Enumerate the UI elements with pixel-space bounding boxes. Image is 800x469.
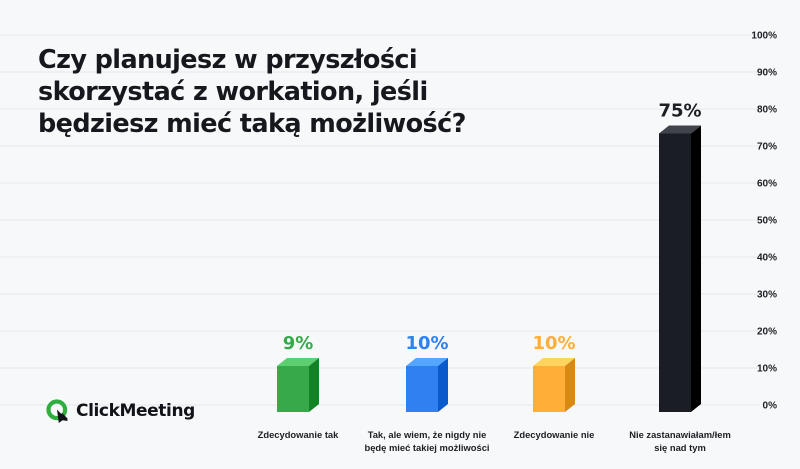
y-tick-label: 90% [757, 68, 777, 79]
bar-4 [659, 125, 701, 412]
bar-top-face [659, 125, 701, 134]
chart-title-line-1: Czy planujesz w przyszłości [38, 45, 418, 75]
bar-top-face [277, 358, 319, 366]
y-tick-label: 100% [751, 31, 777, 42]
y-tick-label: 60% [757, 179, 777, 190]
bar-top-face [533, 358, 575, 366]
clickmeeting-logo: ClickMeeting [46, 398, 195, 424]
y-tick-label: 20% [757, 327, 777, 338]
value-label-4: 75% [658, 101, 701, 122]
value-label-1: 9% [283, 333, 314, 354]
bar-side-face [309, 358, 319, 412]
y-tick-label: 10% [757, 364, 777, 375]
chart-title: Czy planujesz w przyszłości skorzystać z… [38, 44, 558, 140]
clickmeeting-logo-icon [46, 399, 68, 423]
y-tick-label: 80% [757, 105, 777, 116]
bar-front-face [277, 366, 309, 412]
value-label-3: 10% [532, 333, 575, 354]
clickmeeting-logo-text: ClickMeeting [76, 401, 195, 421]
category-labels: Zdecydowanie tak Tak, ale wiem, że nigdy … [258, 429, 731, 453]
category-label-2: będę mieć takiej możliwości [364, 442, 489, 453]
bar-side-face [438, 358, 448, 412]
bar-side-face [691, 125, 701, 412]
category-label-4: się nad tym [654, 442, 706, 453]
value-label-2: 10% [405, 333, 448, 354]
bar-3 [533, 358, 575, 412]
bar-top-face [406, 358, 448, 366]
bar-front-face [533, 366, 565, 412]
bar-1 [277, 358, 319, 412]
category-label-4: Nie zastanawiałam/łem [629, 429, 731, 440]
y-tick-label: 70% [757, 142, 777, 153]
value-labels: 9% 10% 10% 75% [283, 101, 702, 355]
bar-side-face [565, 358, 575, 412]
y-tick-label: 0% [763, 401, 778, 412]
y-axis-labels: 0% 10% 20% 30% 40% 50% 60% 70% 80% 90% 100% [751, 31, 777, 412]
chart-title-line-3: będziesz mieć taką możliwość? [38, 109, 466, 139]
bar-2 [406, 358, 448, 412]
bar-front-face [659, 133, 691, 412]
category-label-3: Zdecydowanie nie [514, 429, 595, 440]
category-label-2: Tak, ale wiem, że nigdy nie [368, 429, 487, 440]
y-tick-label: 40% [757, 253, 777, 264]
y-tick-label: 30% [757, 290, 777, 301]
y-tick-label: 50% [757, 216, 777, 227]
category-label-1: Zdecydowanie tak [258, 429, 340, 440]
chart-title-line-2: skorzystać z workation, jeśli [38, 77, 428, 107]
bar-front-face [406, 366, 438, 412]
chart-bars [277, 125, 701, 412]
